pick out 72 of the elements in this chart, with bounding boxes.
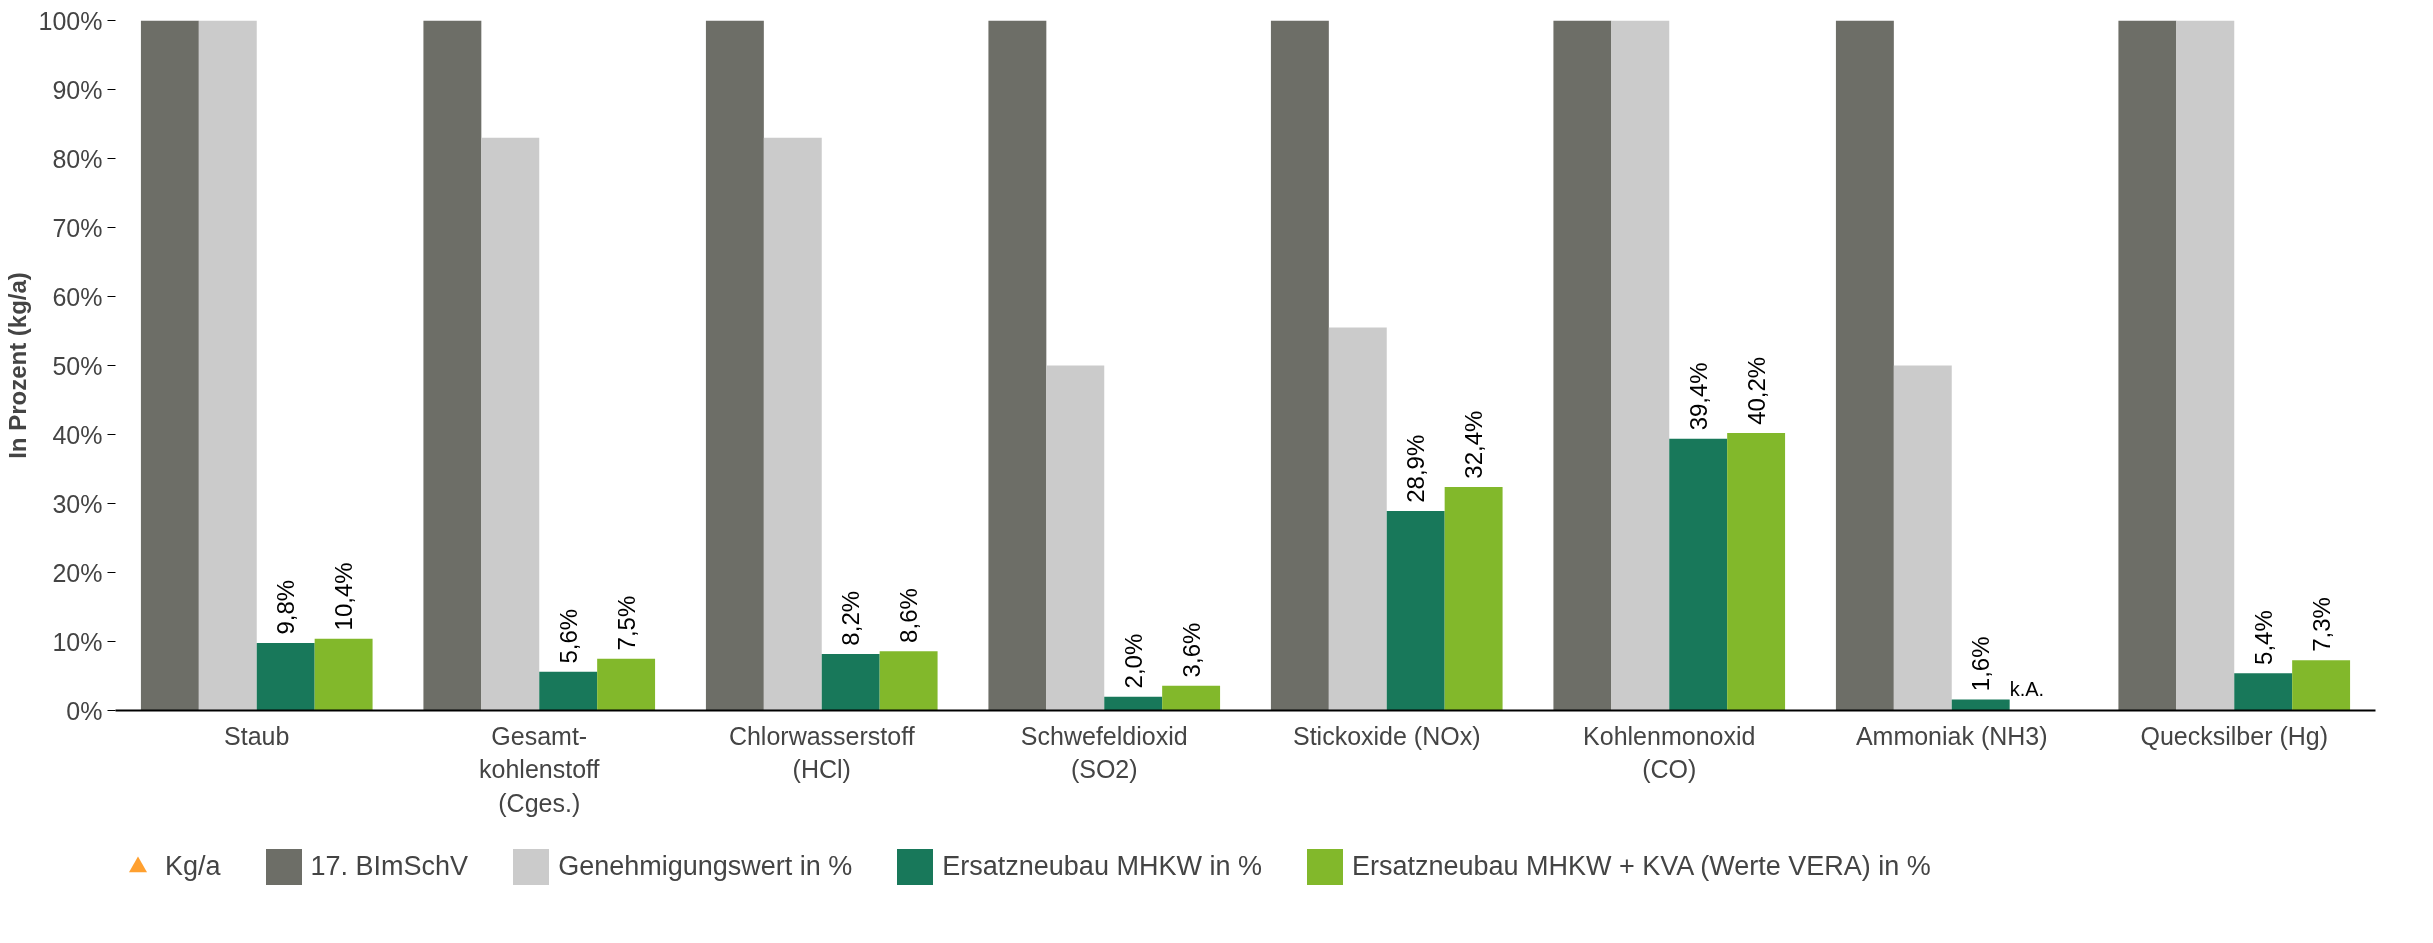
data-label: 28,9% (1402, 434, 1430, 503)
x-tick-label: Ammoniak (NH3) (1855, 721, 2048, 750)
data-label: 40,2% (1742, 356, 1770, 425)
bar (1893, 365, 1952, 711)
legend-label: Kg/a (165, 851, 221, 882)
bar (423, 20, 482, 711)
bar (2292, 660, 2351, 711)
x-tick-label: Gesamt- kohlenstoff (Cges.) (479, 721, 600, 817)
x-tick-label: Schwefeldioxid (SO2) (1020, 721, 1188, 784)
text: k.A. (2009, 678, 2045, 701)
bar (988, 20, 1047, 711)
y-axis-title: In Prozent (kg/a) (3, 272, 31, 459)
x-tick-label: Quecksilber (Hg) (2140, 721, 2329, 750)
data-label: 9,8% (272, 579, 300, 635)
y-tick-label: 60% (52, 282, 103, 311)
y-tick-label: 30% (52, 489, 103, 518)
bar (1835, 20, 1894, 711)
y-tick-label: 50% (52, 351, 103, 380)
x-tick-label: Kohlenmonoxid (CO) (1583, 721, 1756, 784)
data-label: 8,6% (895, 588, 923, 643)
y-tick-label: 40% (52, 420, 103, 449)
y-tick-label: 70% (52, 213, 103, 242)
y-tick-label: 10% (52, 627, 103, 656)
bar (539, 671, 598, 711)
bar (2176, 20, 2235, 711)
y-tick-label: 0% (66, 696, 103, 725)
y-tick-label: 80% (52, 144, 103, 173)
x-tick-label: Stickoxide (NOx) (1292, 721, 1481, 750)
data-label: 2,0% (1119, 633, 1147, 689)
bar (256, 642, 315, 711)
bar (1328, 327, 1387, 711)
bar (1386, 511, 1445, 711)
data-label: 1,6% (1967, 636, 1995, 692)
bar (1104, 696, 1163, 711)
legend-label: Genehmigungswert in % (558, 851, 853, 882)
data-label: 7,3% (2307, 597, 2335, 652)
y-tick-label: 20% (52, 558, 103, 587)
bar (821, 653, 880, 711)
legend-label: Ersatzneubau MHKW + KVA (Werte VERA) in % (1351, 851, 1931, 882)
bar (140, 20, 199, 711)
data-label: 5,4% (2249, 610, 2277, 665)
data-label: 3,6% (1177, 622, 1205, 678)
bar (1162, 685, 1221, 711)
legend-label: Ersatzneubau MHKW in % (942, 851, 1262, 882)
bar (1270, 20, 1329, 711)
bar (1444, 486, 1503, 711)
data-label: 32,4% (1460, 410, 1488, 479)
data-label: 7,5% (612, 595, 640, 651)
y-tick-label: 100% (38, 6, 103, 35)
bar (2234, 673, 2293, 711)
bar (705, 20, 764, 711)
data-label: 5,6% (554, 608, 582, 664)
data-label: 10,4% (330, 562, 358, 631)
bar (1951, 699, 2010, 711)
legend-label: 17. BImSchV (310, 851, 469, 882)
bar (2118, 20, 2177, 711)
bar (1553, 20, 1612, 711)
data-label: 8,2% (837, 590, 865, 646)
bar (198, 20, 257, 711)
x-tick-label: Staub (224, 721, 290, 750)
bar (1669, 438, 1728, 711)
bar (879, 651, 938, 711)
y-tick-label: 90% (52, 75, 103, 104)
bar (1611, 20, 1670, 711)
bar (763, 137, 822, 711)
bar (314, 638, 373, 711)
bar (481, 137, 540, 711)
data-label: 39,4% (1684, 362, 1712, 431)
x-tick-label: Chlorwasserstoff (HCl) (728, 721, 915, 784)
bar (1046, 365, 1105, 711)
bar (597, 658, 656, 711)
bar (1727, 433, 1786, 711)
